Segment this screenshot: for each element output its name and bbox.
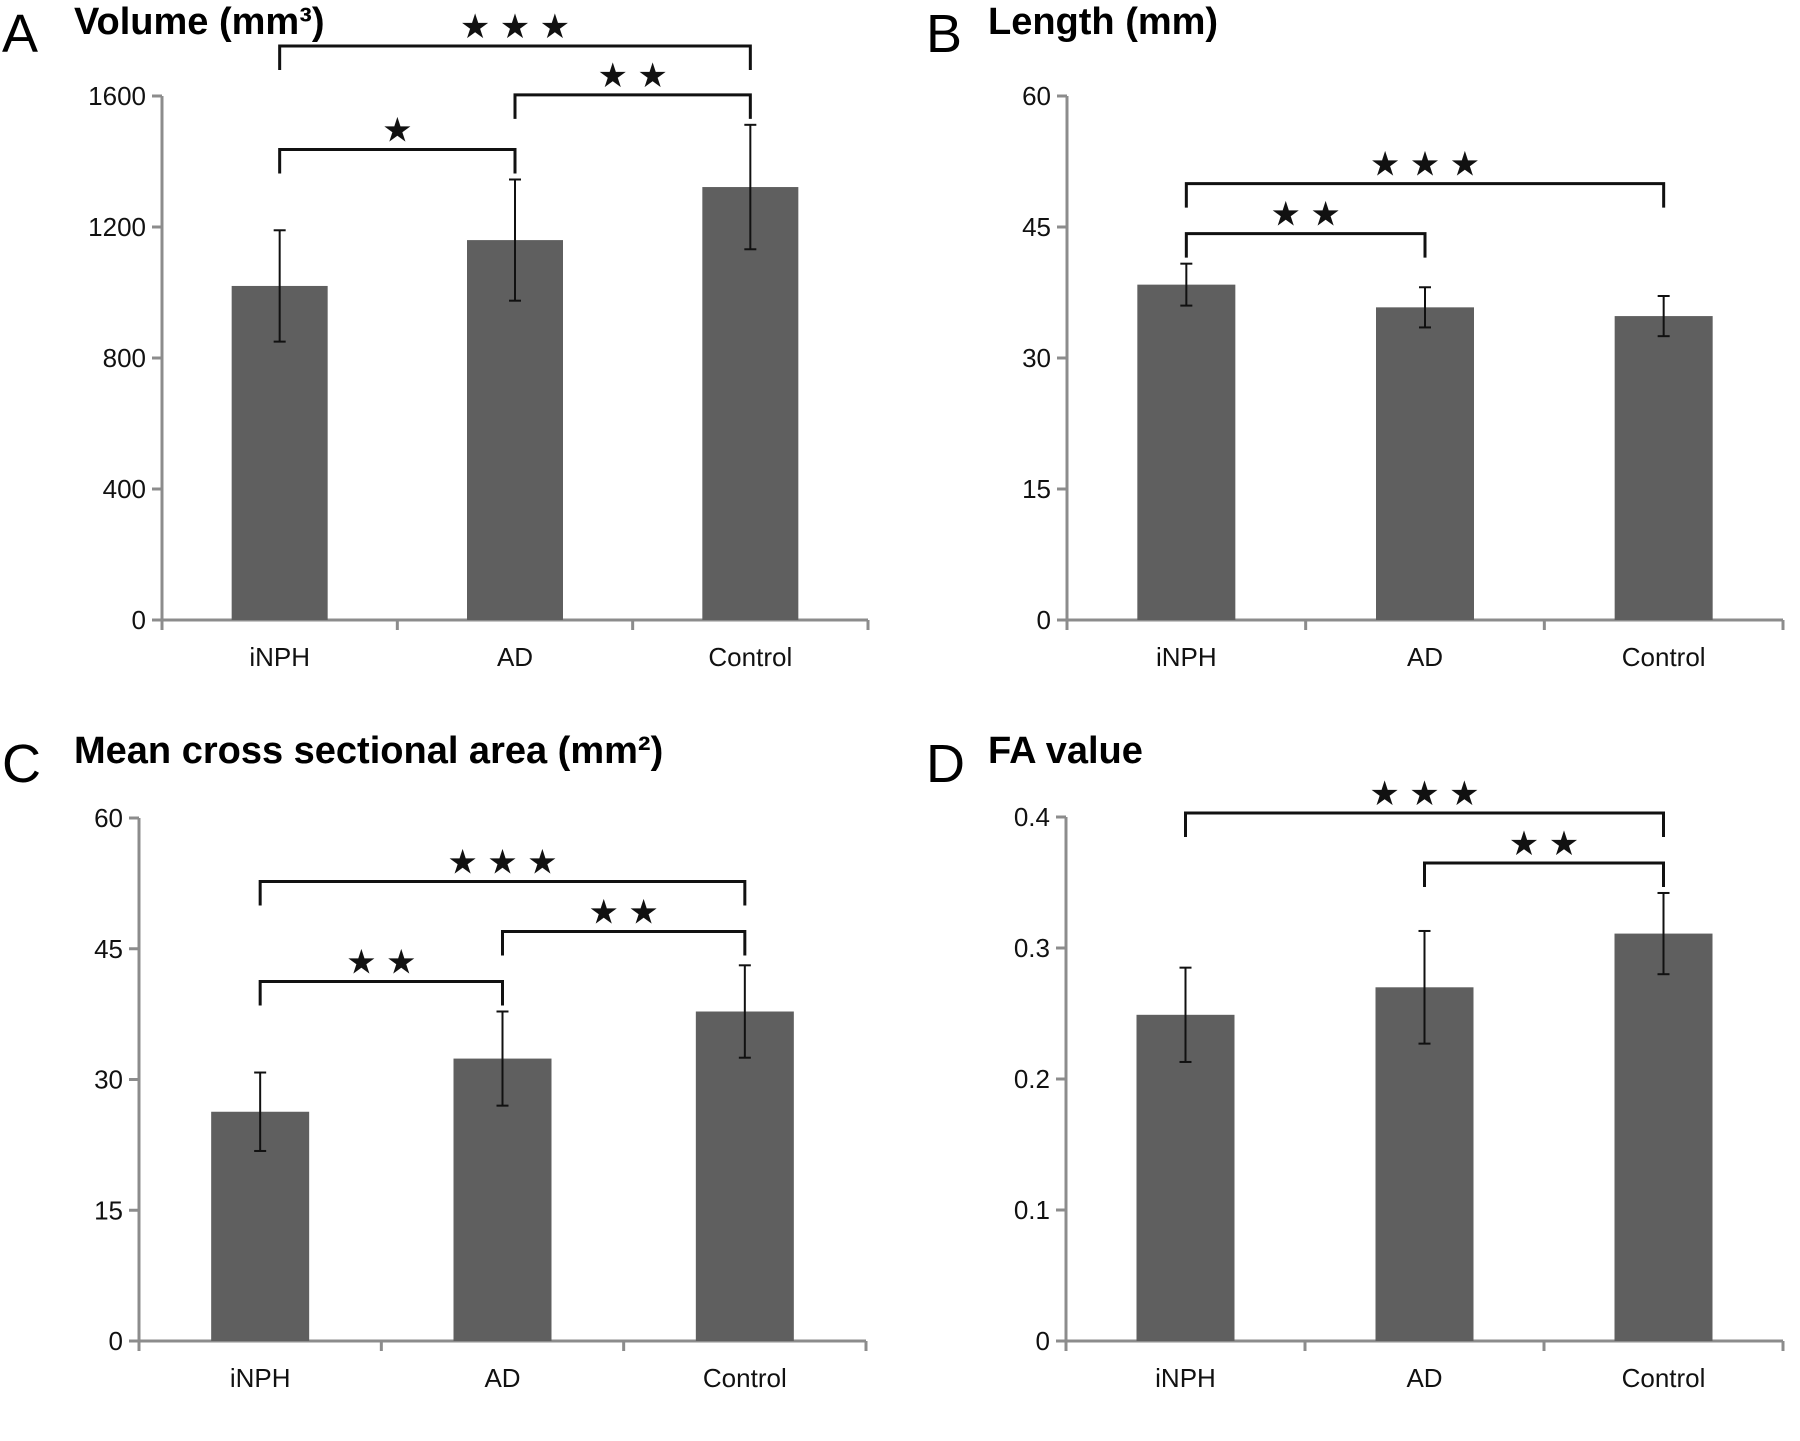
y-tick-label: 0 [109,1326,123,1356]
y-tick-label: 0.1 [1014,1195,1050,1225]
y-tick-label: 0.3 [1014,933,1050,963]
panel-title: FA value [988,730,1143,772]
panel-d: D FA value 0 0.1 0.2 0.3 0.4 iNPH AD Control ★ ★ ★ … [926,730,1785,1393]
bar [1375,987,1474,1341]
y-tick-label: 15 [1022,474,1051,504]
y-tick-label: 15 [94,1195,123,1225]
significance-bracket [1184,232,1427,258]
y-tick-label: 45 [1022,212,1051,242]
significance-stars: ★ ★ ★ [460,8,570,46]
significance-stars: ★ ★ ★ [1370,146,1480,184]
bar [1136,1014,1235,1341]
y-tick-label: 0.4 [1014,802,1050,832]
significance-bracket [1184,811,1665,837]
significance-bracket [278,44,752,70]
panel-title: Length (mm) [988,1,1218,43]
panel-letter: D [926,734,965,794]
y-tick-label: 60 [94,803,123,833]
panel-b: B Length (mm) 0 15 30 45 60 iNPH AD Control ★ ★ ★ ★… [926,1,1785,672]
panel-letter: C [2,734,41,794]
y-tick-label: 1200 [88,212,146,242]
bar [695,1011,794,1341]
y-tick-label: 0 [1036,1326,1050,1356]
category-label: AD [1406,1363,1442,1393]
significance-stars: ★ ★ [588,894,658,932]
category-label: Control [1622,1363,1706,1393]
bar [1614,316,1713,620]
y-tick-label: 45 [94,934,123,964]
category-label: Control [708,642,792,672]
significance-bracket [258,980,504,1006]
panel-c: C Mean cross sectional area (mm²) 0 15 30 45 6… [2,730,868,1393]
significance-stars: ★ ★ [1509,825,1579,863]
significance-bracket [1423,861,1665,887]
category-label: AD [1407,642,1443,672]
significance-stars: ★ ★ ★ [447,844,557,882]
significance-bracket [278,148,517,174]
category-label: iNPH [230,1363,291,1393]
significance-bracket [501,930,747,956]
y-tick-label: 0 [132,605,146,635]
significance-stars: ★ ★ [597,57,667,95]
y-tick-label: 1600 [88,81,146,111]
panel-letter: A [2,4,38,64]
y-tick-label: 60 [1022,81,1051,111]
panel-title: Volume (mm³) [74,1,325,43]
y-tick-label: 0.2 [1014,1064,1050,1094]
panel-letter: B [926,4,962,64]
y-tick-label: 30 [94,1065,123,1095]
panel-a: A Volume (mm³) 0 400 800 1200 1600 iNPH AD Contro… [2,1,870,672]
bar [1137,284,1236,620]
category-label: AD [484,1363,520,1393]
y-tick-label: 0 [1037,605,1051,635]
y-tick-label: 800 [103,343,146,373]
category-label: iNPH [1155,1363,1216,1393]
bar [1376,307,1474,620]
significance-stars: ★ [382,112,412,150]
significance-bracket [1184,182,1666,208]
y-tick-label: 30 [1022,343,1051,373]
category-label: Control [1622,642,1706,672]
significance-stars: ★ ★ ★ [1369,775,1479,813]
category-label: Control [703,1363,787,1393]
panel-title: Mean cross sectional area (mm²) [74,730,663,772]
category-label: iNPH [249,642,310,672]
significance-stars: ★ ★ [1270,196,1340,234]
significance-stars: ★ ★ [346,944,416,982]
bar [467,240,563,620]
category-label: iNPH [1156,642,1217,672]
bar [702,187,799,621]
significance-bracket [513,93,752,119]
significance-bracket [258,880,747,906]
bar [1614,933,1713,1341]
y-tick-label: 400 [103,474,146,504]
category-label: AD [497,642,533,672]
